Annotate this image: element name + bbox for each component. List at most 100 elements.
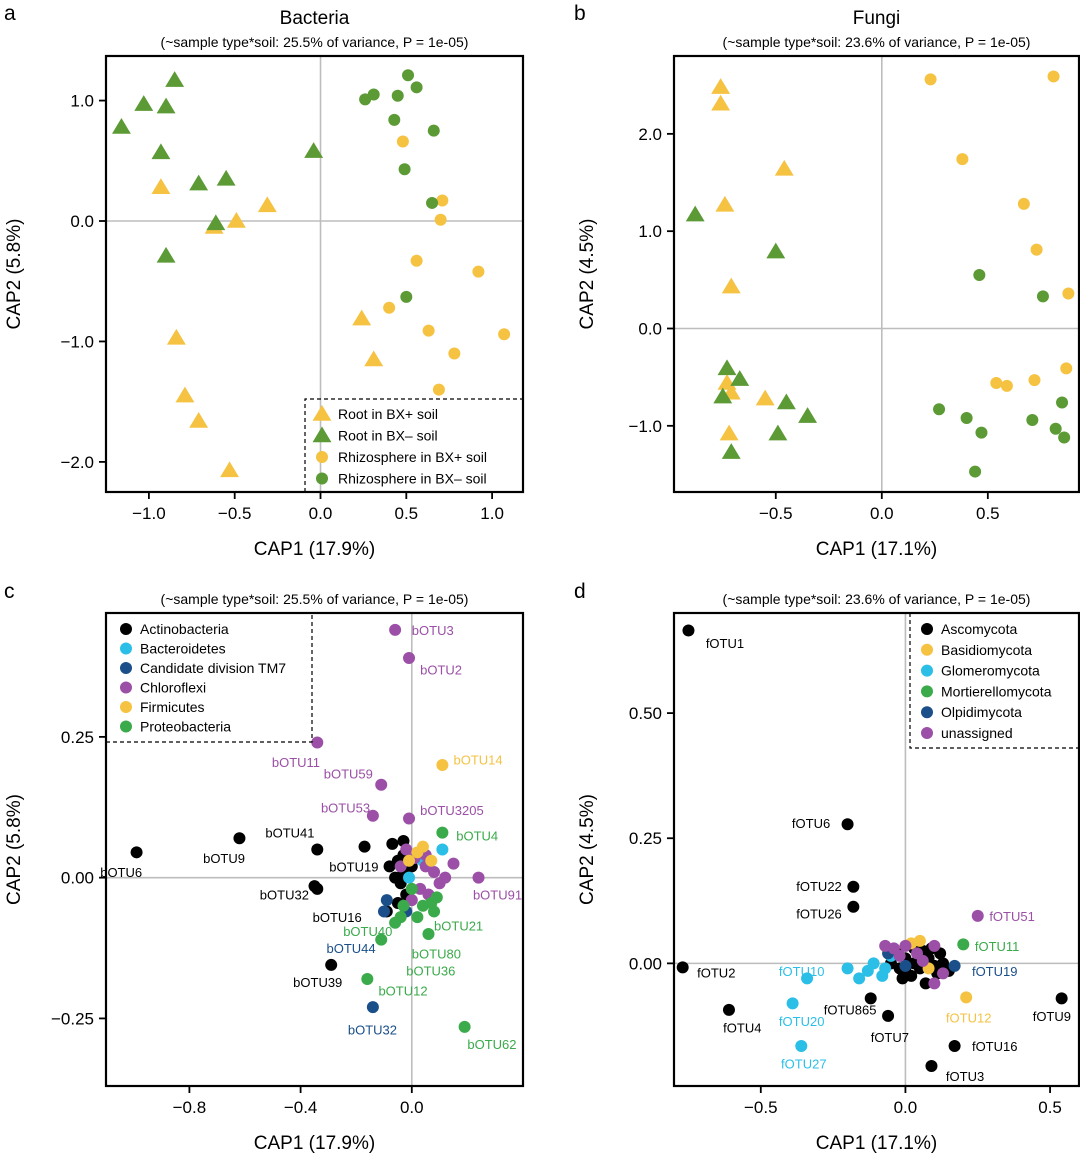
data-label: bOTU39 — [293, 975, 342, 990]
panel-letter: c — [4, 580, 15, 603]
data-point — [1047, 70, 1060, 83]
data-point — [189, 174, 209, 191]
legend: Ascomycota Basidiomycota Glomeromycota Mort… — [909, 613, 1079, 749]
data-point — [893, 949, 906, 962]
data-point — [768, 424, 788, 441]
data-point — [924, 73, 937, 86]
data-point — [1055, 992, 1068, 1005]
data-points: bOTU3 bOTU2 bOTU14 bOTU11 bOTU59 bOTU53 bOTU32… — [100, 623, 522, 1052]
x-tick-label: 0.5 — [394, 504, 418, 523]
x-axis-label: CAP1 (17.1%) — [816, 1133, 937, 1154]
data-point — [1056, 396, 1069, 409]
legend-marker — [921, 727, 933, 739]
y-tick-label: 0.00 — [629, 954, 662, 973]
data-point — [364, 350, 384, 367]
legend-entry: Ascomycota — [941, 621, 1017, 637]
data-point — [721, 277, 741, 294]
legend-border — [909, 613, 1079, 749]
plot-frame — [104, 54, 525, 494]
data-point — [1058, 431, 1071, 444]
legend-marker — [921, 706, 933, 719]
data-point — [422, 324, 435, 337]
data-point — [711, 94, 731, 111]
plot-frame — [672, 54, 1080, 494]
x-tick-label: −0.5 — [759, 504, 793, 523]
data-point — [1036, 290, 1049, 303]
legend-marker — [921, 664, 933, 677]
data-point — [458, 1020, 471, 1033]
data-point — [410, 254, 423, 267]
data-point — [682, 624, 695, 637]
data-point — [676, 961, 689, 974]
data-point — [899, 959, 912, 972]
data-label: fOTU6 — [792, 816, 830, 831]
data-label: bOTU2 — [420, 662, 462, 677]
data-point — [386, 837, 399, 850]
y-tick-label: 0.00 — [61, 869, 94, 888]
legend-entry: Root in BX– soil — [338, 428, 438, 444]
data-point — [719, 424, 739, 441]
data-label: fOTU22 — [796, 879, 842, 894]
data-point — [1026, 413, 1039, 426]
data-point — [396, 135, 409, 148]
data-point — [436, 194, 449, 207]
y-axis-label: CAP2 (4.5%) — [577, 219, 598, 330]
chart-subtitle: (~sample type*soil: 23.6% of variance, P… — [723, 34, 1031, 50]
data-point — [1000, 379, 1013, 392]
data-point — [685, 205, 705, 222]
plot-frame — [672, 611, 1080, 1088]
data-label: bOTU62 — [467, 1037, 516, 1052]
data-point — [405, 882, 418, 895]
legend-entry: Candidate division TM7 — [140, 660, 286, 676]
data-point — [971, 909, 984, 922]
y-tick-label: 0.0 — [638, 320, 662, 339]
data-point — [130, 846, 143, 859]
legend: Root in BX+ soil Root in BX– soil Rhizosph… — [304, 398, 523, 492]
data-point — [841, 818, 854, 831]
y-tick-label: 0.50 — [629, 704, 662, 723]
data-point — [957, 938, 970, 951]
x-axis-label: CAP1 (17.9%) — [254, 539, 375, 560]
data-label: fOTU7 — [871, 1030, 909, 1045]
data-label: bOTU11 — [272, 755, 320, 770]
panel-letter: a — [4, 2, 16, 25]
data-point — [916, 954, 929, 967]
legend-entry: Rhizosphere in BX+ soil — [338, 449, 487, 465]
data-point — [776, 393, 796, 410]
legend-marker — [120, 681, 132, 694]
data-point — [400, 290, 413, 303]
data-point — [841, 962, 854, 975]
chart-subtitle: (~sample type*soil: 23.6% of variance, P… — [723, 591, 1031, 607]
data-point — [403, 854, 416, 867]
panel-b: b Fungi (~sample type*soil: 23.6% of varia… — [574, 2, 1080, 560]
data-point — [847, 900, 860, 913]
legend-border — [106, 613, 313, 743]
data-point — [311, 736, 324, 749]
data-label: fOTU27 — [781, 1056, 827, 1071]
data-point — [439, 871, 452, 884]
data-point — [366, 809, 379, 822]
legend-marker — [120, 623, 132, 635]
data-point — [416, 840, 429, 853]
legend-marker — [120, 701, 132, 713]
data-point — [928, 977, 941, 990]
x-tick-label: 0.0 — [870, 504, 894, 523]
panel-letter: b — [574, 2, 586, 25]
x-tick-label: −1.0 — [132, 504, 166, 523]
data-point — [721, 443, 741, 459]
data-label: fOTU11 — [975, 939, 1020, 954]
legend-entry: Firmicutes — [140, 699, 205, 715]
data-label: fOTU2 — [697, 965, 735, 980]
legend-marker — [316, 451, 328, 463]
data-label: fOTU26 — [796, 906, 842, 921]
data-label: bOTU91 — [473, 888, 522, 903]
data-label: bOTU3 — [412, 623, 454, 638]
data-point — [432, 383, 445, 396]
data-label: bOTU53 — [321, 800, 370, 815]
legend-marker — [921, 643, 933, 656]
data-point — [876, 969, 889, 982]
y-tick-label: −2.0 — [60, 453, 94, 472]
data-point — [389, 623, 402, 636]
data-point — [882, 1009, 895, 1022]
data-point — [311, 882, 324, 895]
